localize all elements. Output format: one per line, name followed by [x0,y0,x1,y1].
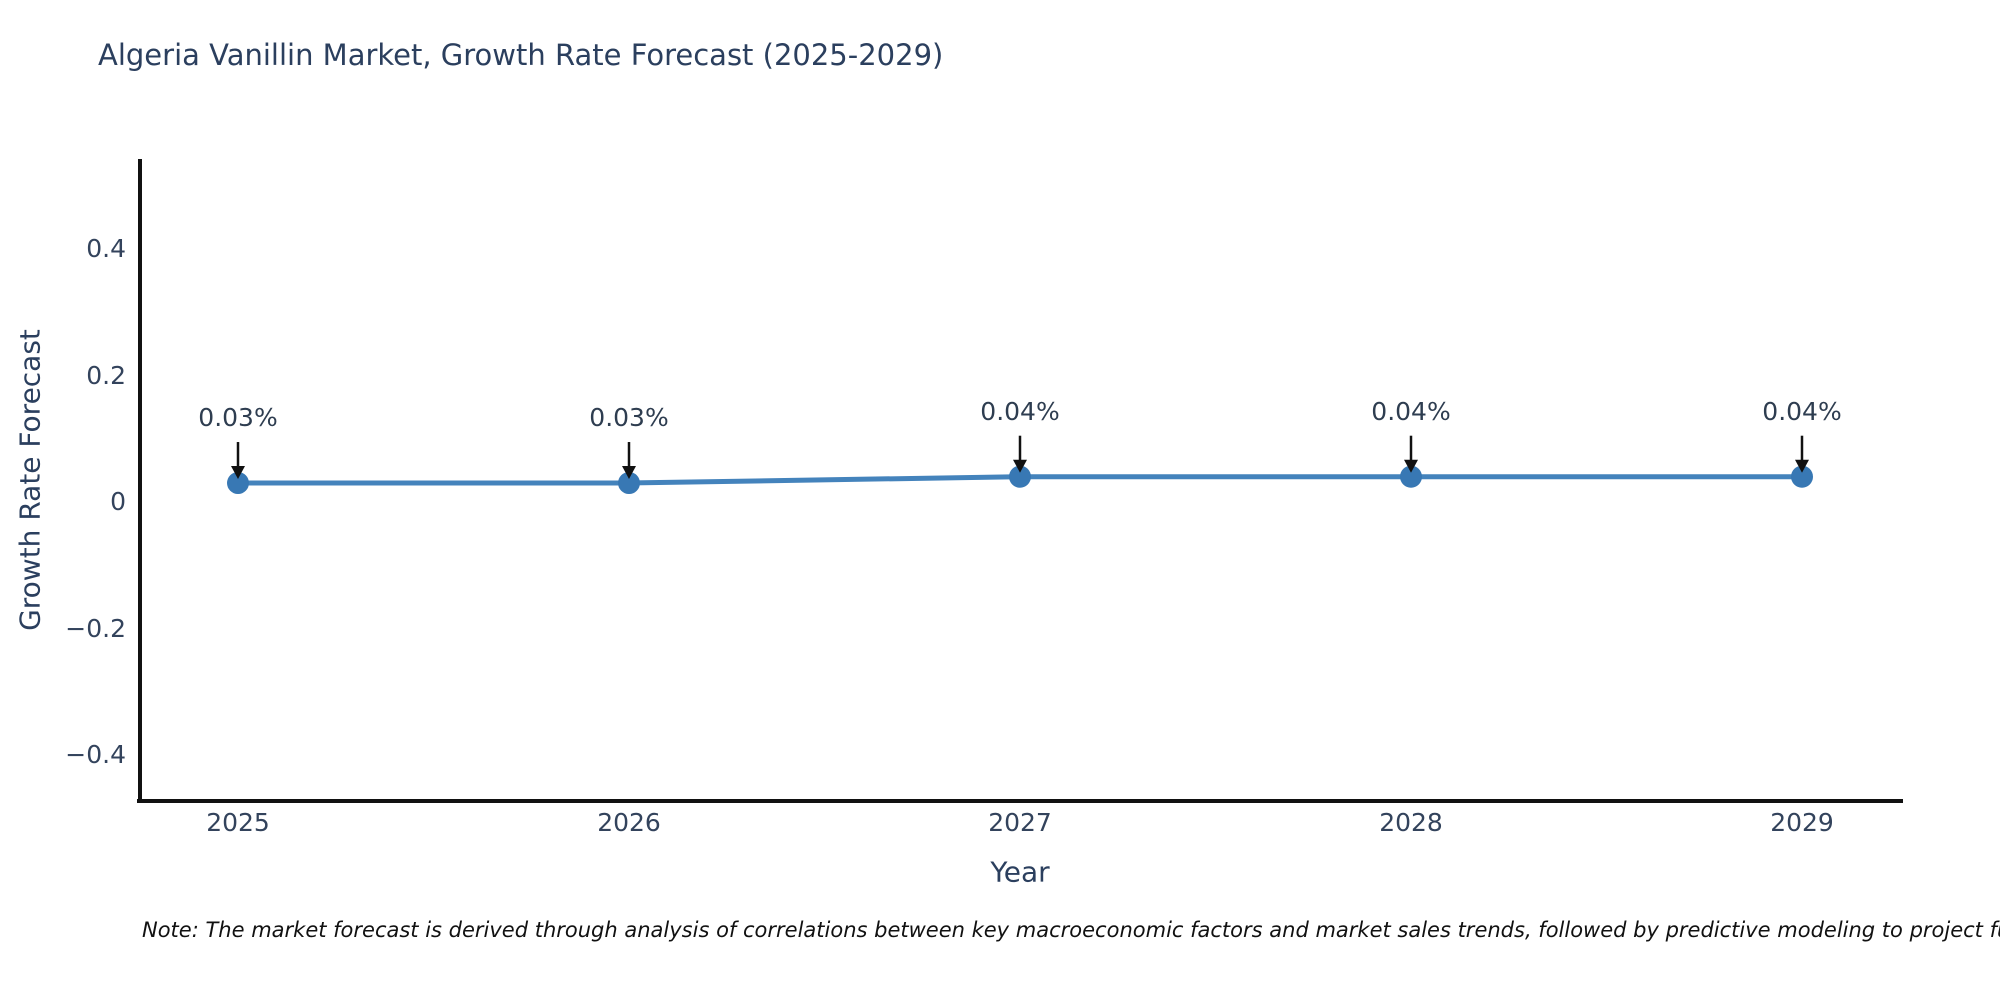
annotation-arrow-head [622,466,636,480]
data-point-marker [227,472,249,495]
x-axis-label: Year [990,855,1050,889]
y-tick-label: 0.4 [86,234,126,263]
annotation-arrow-head [1013,459,1027,473]
x-tick-label: 2029 [1770,808,1834,837]
data-point-marker [618,472,640,495]
annotation-arrow-head [1404,459,1418,473]
annotation-arrow-head [231,466,245,480]
x-tick-label: 2027 [988,808,1052,837]
footnote: Note: The market forecast is derived thr… [142,918,2000,942]
y-tick-label: −0.4 [65,740,126,769]
point-annotation: 0.04% [1371,396,1451,426]
annotation-arrow-head [1795,459,1809,473]
chart-title: Algeria Vanillin Market, Growth Rate For… [98,38,944,72]
x-tick-label: 2028 [1379,808,1443,837]
y-tick-label: −0.2 [65,613,126,643]
y-tick-label: 0.2 [86,360,126,390]
point-annotation: 0.03% [198,403,278,433]
x-tick-label: 2026 [597,808,661,837]
x-axis-spine [137,799,1903,803]
x-tick-label: 2025 [206,808,270,837]
y-axis-spine [138,159,142,803]
y-tick-label: 0 [110,487,126,516]
point-annotation: 0.04% [980,396,1060,426]
point-annotation: 0.04% [1762,396,1842,426]
data-point-marker [1400,465,1422,488]
data-point-marker [1009,465,1031,488]
data-point-marker [1791,465,1813,488]
point-annotation: 0.03% [589,403,669,433]
